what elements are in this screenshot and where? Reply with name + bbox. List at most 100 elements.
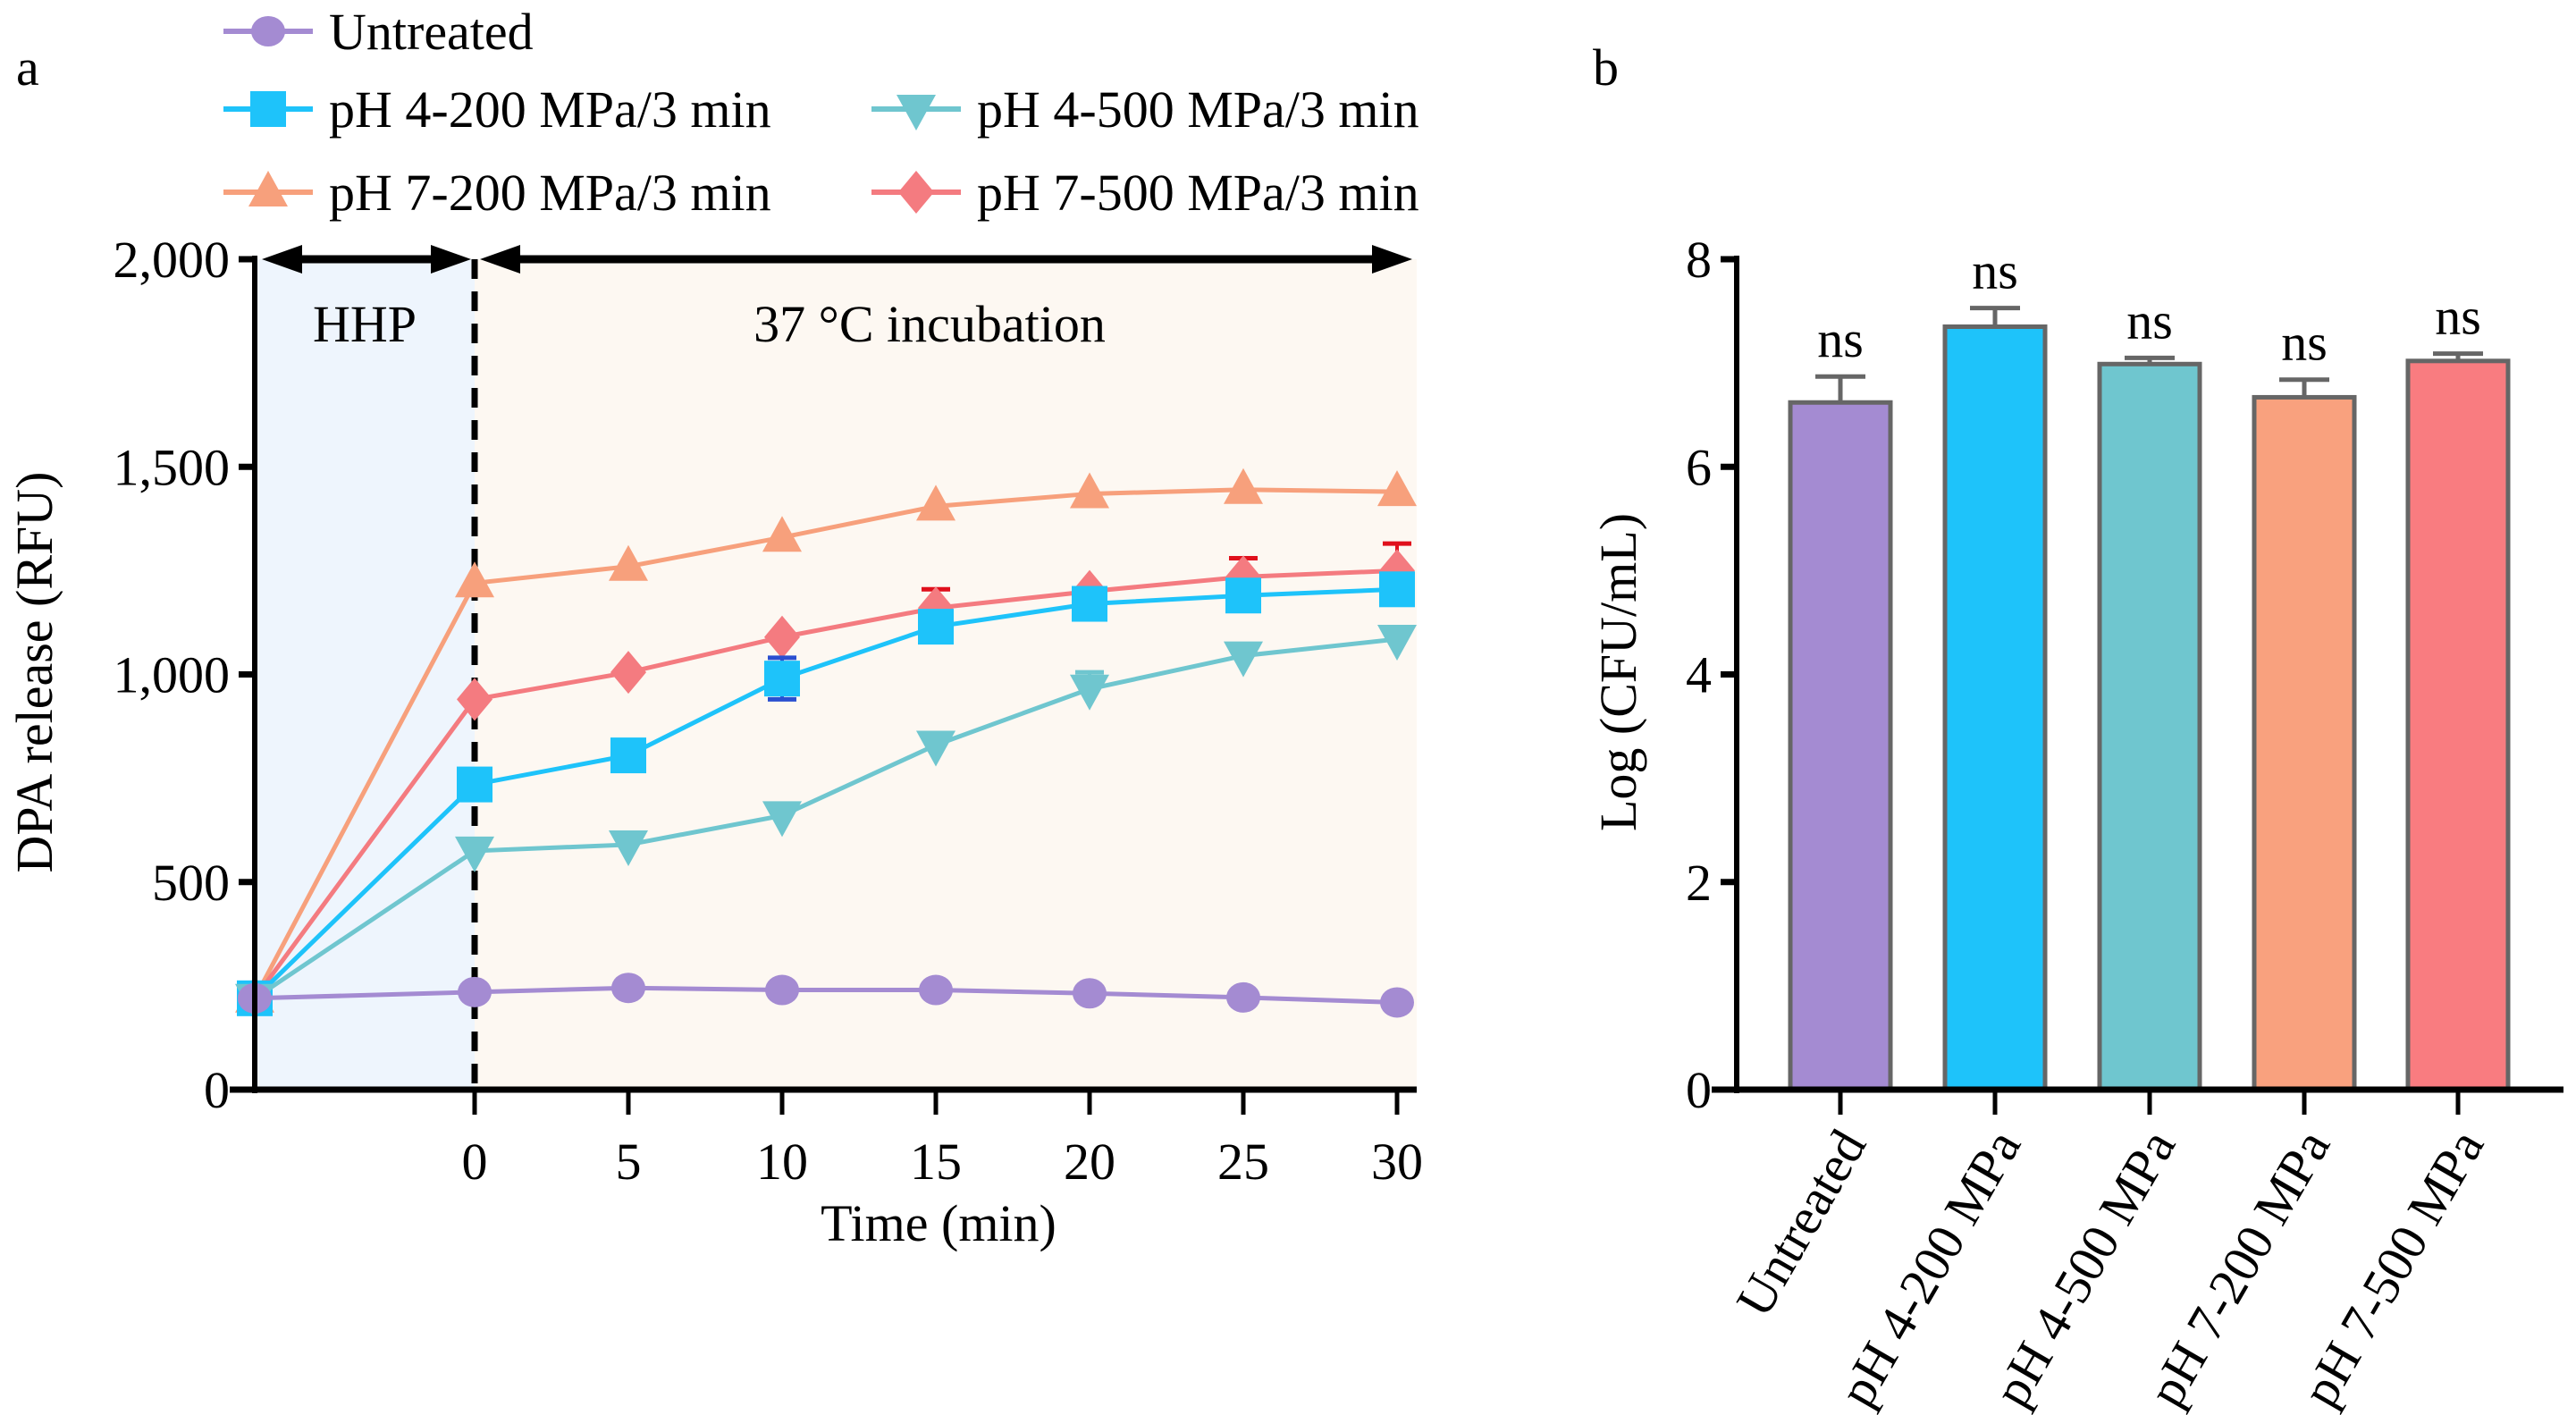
series-1 <box>237 571 1415 1016</box>
y-tick-label: 1,500 <box>114 438 231 496</box>
legend-marker <box>897 95 936 131</box>
data-point <box>1377 470 1417 507</box>
significance-label: ns <box>1972 242 2018 300</box>
data-point <box>611 973 645 1004</box>
data-point <box>455 836 494 872</box>
x-tick-label: 15 <box>910 1133 962 1191</box>
data-point <box>762 801 802 838</box>
axes: 0 500 1,000 1,500 2,000 0 5 10 15 20 25 30 <box>114 231 1424 1191</box>
data-point <box>916 484 955 521</box>
data-point <box>765 974 799 1006</box>
y-tick-label: 1,000 <box>114 646 231 704</box>
phase-arrows <box>262 245 1412 1090</box>
data-point <box>455 561 494 598</box>
data-point <box>1225 577 1261 614</box>
legend-marker <box>250 91 286 127</box>
significance-label: ns <box>2126 291 2173 350</box>
y-tick-label: 8 <box>1686 231 1712 289</box>
x-tick-label: 30 <box>1371 1133 1423 1191</box>
legend-item: pH 4-200 MPa/3 min <box>223 80 771 139</box>
data-point <box>610 651 646 695</box>
arrow-head-right <box>1372 245 1412 274</box>
bar <box>2252 394 2357 1092</box>
arrow-head-left <box>262 245 302 274</box>
legend-item: pH 7-200 MPa/3 min <box>223 164 771 222</box>
panel-b-label: b <box>1593 38 1619 97</box>
legend-item: Untreated <box>223 3 534 61</box>
bar <box>1942 324 2048 1092</box>
data-point <box>609 830 648 866</box>
data-point <box>1073 978 1107 1009</box>
data-point <box>764 615 800 659</box>
legend-label: pH 4-200 MPa/3 min <box>329 80 771 139</box>
significance-label: ns <box>2281 314 2328 372</box>
data-point <box>916 730 955 767</box>
series-line <box>252 568 1398 1000</box>
series-line <box>253 586 1398 1000</box>
data-point <box>1379 571 1415 608</box>
data-point <box>1070 472 1109 509</box>
data-point <box>1377 625 1417 661</box>
panel-a-label: a <box>16 38 39 97</box>
bar <box>2097 361 2202 1092</box>
series-line <box>254 985 1398 1005</box>
panel-a: a Untreated pH 4-200 MPa/3 min pH 4-500 MP… <box>5 3 1423 1252</box>
significance-label: ns <box>2435 288 2481 346</box>
y-axis-title: Log (CFU/mL) <box>1589 513 1647 831</box>
x-tick-label: 10 <box>756 1133 808 1191</box>
region-labels: HHP 37 °C incubation <box>313 295 1106 353</box>
data-point <box>1070 674 1109 711</box>
legend-item: pH 7-500 MPa/3 min <box>871 164 1419 222</box>
x-tick-label: Untreated <box>1725 1120 1878 1327</box>
data-point <box>609 544 648 581</box>
data-point <box>1224 467 1263 504</box>
x-tick-label: 20 <box>1064 1133 1115 1191</box>
x-tick-label: 0 <box>462 1133 488 1191</box>
x-tick-label: 25 <box>1217 1133 1269 1191</box>
legend: Untreated pH 4-200 MPa/3 min pH 4-500 MPa/… <box>223 3 1419 222</box>
y-tick-label: 0 <box>1686 1061 1712 1119</box>
legend-label: pH 7-200 MPa/3 min <box>329 164 771 222</box>
arrow-head-right <box>431 245 471 274</box>
y-tick-label: 6 <box>1686 438 1712 496</box>
legend-marker <box>898 171 934 214</box>
bar-item: ns Untreated <box>1725 310 1893 1327</box>
data-point <box>1380 987 1414 1018</box>
bar <box>1788 400 1893 1092</box>
x-tick-label: 5 <box>616 1133 642 1191</box>
region-label-incubation: 37 °C incubation <box>753 295 1106 353</box>
arrow-hhp <box>262 245 471 274</box>
legend-marker <box>251 16 285 46</box>
significance-label: ns <box>1817 310 1864 368</box>
y-tick-label: 4 <box>1686 646 1712 704</box>
series-line <box>252 487 1398 999</box>
series-group <box>235 467 1417 1020</box>
y-tick-label: 2 <box>1686 854 1712 912</box>
data-point <box>919 974 953 1006</box>
legend-label: pH 4-500 MPa/3 min <box>977 80 1419 139</box>
legend-marker <box>248 171 288 206</box>
region-label-hhp: HHP <box>313 295 417 353</box>
data-point <box>1072 585 1107 622</box>
arrow-incubation <box>480 245 1412 274</box>
data-point <box>1226 981 1260 1013</box>
series-line <box>253 636 1398 1000</box>
data-point <box>610 737 646 774</box>
data-point <box>457 678 492 721</box>
series-4 <box>237 541 1415 1020</box>
y-tick-label: 500 <box>152 854 230 912</box>
bar <box>2405 358 2511 1092</box>
data-point <box>918 609 954 645</box>
y-tick-label: 2,000 <box>114 231 231 289</box>
legend-item: pH 4-500 MPa/3 min <box>871 80 1419 139</box>
data-point <box>762 516 802 552</box>
series-3 <box>235 467 1417 1013</box>
data-point <box>764 661 800 697</box>
axes: 0 2 4 6 8 <box>1686 231 2563 1119</box>
data-point <box>1224 641 1263 678</box>
y-tick-label: 0 <box>204 1061 230 1119</box>
x-axis-title: Time (min) <box>821 1194 1056 1252</box>
